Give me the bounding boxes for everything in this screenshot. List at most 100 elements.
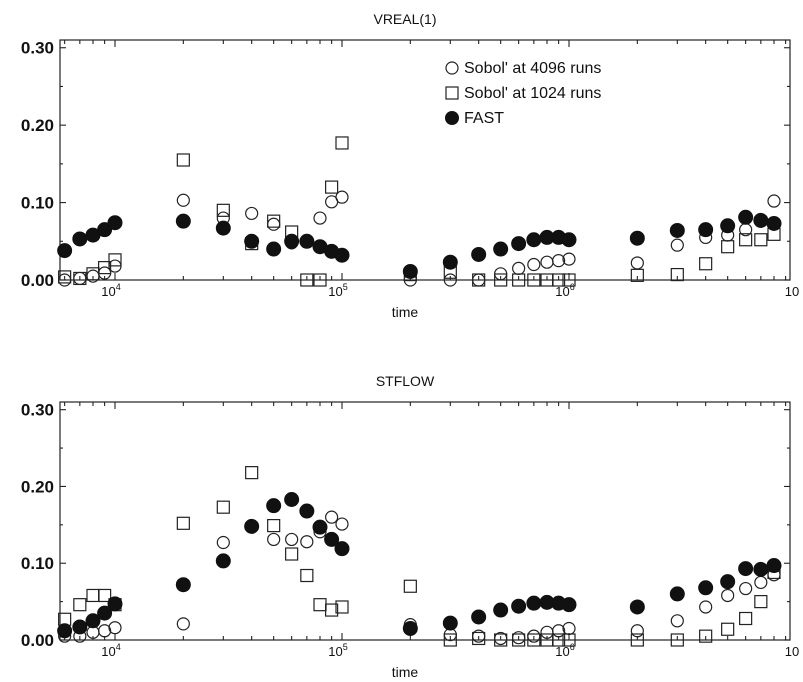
point-sobol-1024 bbox=[98, 261, 112, 275]
point-fast bbox=[72, 619, 88, 635]
point-sobol-1024 bbox=[699, 257, 713, 271]
x-tick-base: 10 bbox=[785, 644, 799, 659]
legend-marker-filled-circle bbox=[445, 111, 459, 125]
x-tick-exponent: 4 bbox=[116, 282, 121, 292]
point-sobol-1024 bbox=[108, 253, 122, 267]
x-tick-label: 10 bbox=[785, 644, 799, 659]
point-sobol-1024 bbox=[216, 500, 230, 514]
point-sobol-4096 bbox=[527, 257, 541, 272]
point-sobol-1024 bbox=[443, 633, 457, 647]
point-fast bbox=[402, 620, 418, 636]
point-sobol-4096 bbox=[443, 273, 457, 287]
point-sobol-1024 bbox=[472, 631, 486, 646]
x-tick-base: 10 bbox=[101, 644, 115, 659]
point-sobol-4096 bbox=[562, 621, 576, 636]
point-sobol-1024 bbox=[325, 603, 339, 617]
point-sobol-4096 bbox=[325, 510, 339, 524]
point-fast bbox=[493, 602, 509, 618]
point-fast bbox=[526, 232, 542, 248]
point-sobol-1024 bbox=[754, 595, 768, 609]
point-fast bbox=[324, 531, 340, 547]
x-tick-label: 104 bbox=[101, 282, 120, 299]
point-sobol-1024 bbox=[313, 598, 327, 612]
point-sobol-1024 bbox=[267, 214, 281, 228]
point-fast bbox=[738, 209, 754, 225]
point-sobol-4096 bbox=[552, 254, 566, 268]
point-fast bbox=[215, 220, 231, 236]
point-sobol-1024 bbox=[562, 273, 576, 287]
point-fast bbox=[284, 233, 300, 249]
point-sobol-1024 bbox=[300, 568, 314, 583]
point-fast bbox=[442, 615, 458, 631]
point-sobol-4096 bbox=[285, 532, 299, 547]
point-sobol-1024 bbox=[313, 273, 327, 287]
point-fast bbox=[244, 518, 260, 534]
legend-label: FAST bbox=[464, 110, 504, 127]
point-sobol-1024 bbox=[335, 600, 349, 614]
point-sobol-1024 bbox=[739, 611, 753, 626]
point-fast bbox=[698, 580, 714, 596]
point-sobol-1024 bbox=[176, 516, 190, 530]
point-sobol-1024 bbox=[527, 273, 541, 287]
point-sobol-4096 bbox=[216, 535, 230, 550]
point-fast bbox=[471, 246, 487, 262]
point-fast bbox=[511, 598, 527, 614]
point-sobol-4096 bbox=[335, 517, 349, 531]
point-sobol-4096 bbox=[699, 600, 713, 614]
point-sobol-4096 bbox=[670, 614, 684, 628]
x-tick-label: 106 bbox=[555, 642, 574, 659]
point-fast bbox=[334, 541, 350, 557]
point-sobol-4096 bbox=[552, 624, 566, 638]
point-sobol-1024 bbox=[527, 633, 541, 647]
x-tick-exponent: 5 bbox=[343, 642, 348, 652]
legend: Sobol' at 4096 runs Sobol' at 1024 runs FA… bbox=[445, 60, 601, 127]
point-sobol-1024 bbox=[512, 633, 526, 647]
x-tick-exponent: 6 bbox=[570, 282, 575, 292]
point-sobol-1024 bbox=[300, 273, 314, 287]
point-fast bbox=[493, 241, 509, 257]
point-fast bbox=[720, 574, 736, 590]
point-sobol-1024 bbox=[73, 271, 87, 286]
x-axis-label: time bbox=[392, 664, 419, 680]
point-sobol-1024 bbox=[494, 633, 508, 647]
point-sobol-1024 bbox=[670, 267, 684, 282]
point-sobol-4096 bbox=[300, 535, 314, 549]
point-sobol-1024 bbox=[98, 588, 112, 603]
point-fast bbox=[561, 232, 577, 248]
point-sobol-1024 bbox=[552, 273, 566, 287]
point-sobol-4096 bbox=[721, 588, 735, 603]
point-fast bbox=[766, 215, 782, 231]
y-tick-label: 0.00 bbox=[21, 271, 54, 290]
point-fast bbox=[402, 263, 418, 279]
point-fast bbox=[85, 613, 101, 629]
point-fast bbox=[107, 215, 123, 231]
point-fast bbox=[753, 212, 769, 228]
point-fast bbox=[334, 247, 350, 263]
point-sobol-1024 bbox=[552, 633, 566, 647]
x-tick-base: 10 bbox=[785, 284, 799, 299]
x-axis-label: time bbox=[392, 304, 419, 320]
point-sobol-4096 bbox=[562, 252, 576, 266]
point-fast bbox=[629, 230, 645, 246]
x-tick-label: 105 bbox=[328, 642, 347, 659]
point-fast bbox=[284, 492, 300, 508]
y-tick-label: 0.30 bbox=[21, 39, 54, 58]
x-tick-base: 10 bbox=[101, 284, 115, 299]
y-tick-label: 0.20 bbox=[21, 116, 54, 135]
point-fast bbox=[312, 519, 328, 535]
point-sobol-4096 bbox=[245, 206, 259, 221]
point-sobol-4096 bbox=[540, 255, 554, 269]
legend-label: Sobol' at 1024 runs bbox=[464, 85, 601, 102]
point-fast bbox=[72, 231, 88, 247]
point-sobol-4096 bbox=[512, 261, 526, 275]
point-sobol-1024 bbox=[512, 273, 526, 287]
point-fast bbox=[471, 609, 487, 625]
point-sobol-4096 bbox=[754, 575, 768, 590]
point-fast bbox=[561, 597, 577, 613]
point-sobol-4096 bbox=[313, 211, 327, 225]
point-sobol-1024 bbox=[176, 153, 190, 167]
point-fast bbox=[766, 558, 782, 574]
point-fast bbox=[299, 233, 315, 249]
point-fast bbox=[266, 241, 282, 257]
